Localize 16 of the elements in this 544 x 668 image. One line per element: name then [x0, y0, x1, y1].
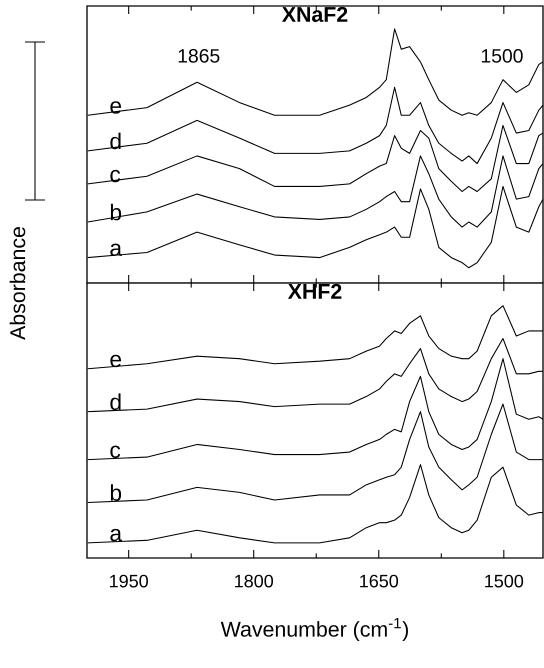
- series-label: c: [110, 446, 120, 458]
- series-label: a: [110, 528, 122, 542]
- series-label: e: [110, 101, 122, 114]
- x-tick-label: 1500: [485, 574, 524, 588]
- annotation: 1500: [482, 49, 523, 63]
- y-axis-title: Absorbance: [10, 227, 26, 340]
- x-axis-title: Wavenumber (cm$^{-1}$): [220, 618, 408, 641]
- x-tick-label: 1650: [360, 574, 398, 588]
- chart-title: XNaF2: [282, 6, 348, 22]
- x-tick-label: 1800: [235, 574, 274, 588]
- series-label: b: [110, 204, 122, 220]
- chart-title: XHF2: [288, 284, 342, 299]
- x-tick-label: 1950: [110, 574, 148, 588]
- series-label: d: [110, 393, 121, 410]
- annotation: 1865: [178, 49, 220, 63]
- series-label: b: [110, 484, 122, 501]
